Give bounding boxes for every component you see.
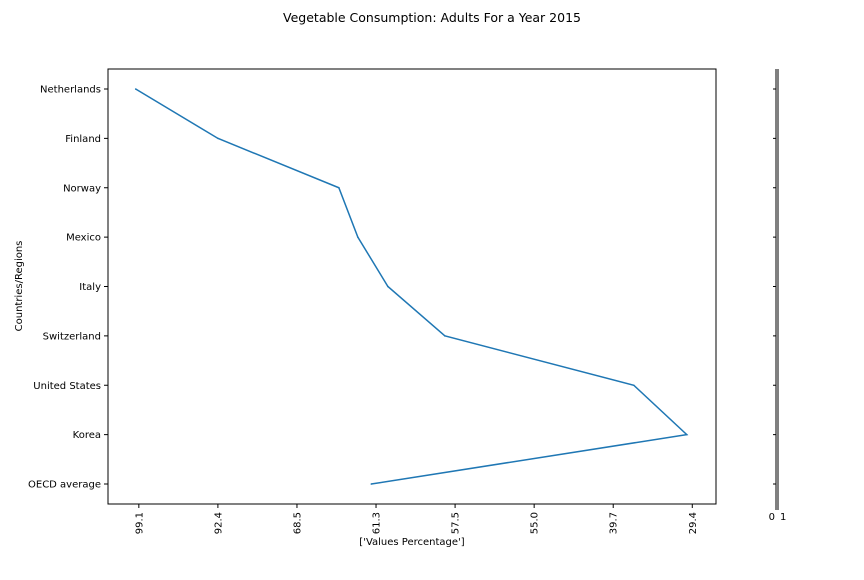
chart-title: Vegetable Consumption: Adults For a Year… [283,10,581,25]
plot-frame [107,68,717,505]
y-tick-label: Switzerland [43,331,101,342]
x-tick-label: 68.5 [292,512,303,534]
data-point [134,88,137,90]
data-point [685,433,688,436]
data-point [370,483,373,485]
y-tick-label: Norway [63,183,101,194]
x-tick-label: 57.5 [451,512,462,534]
x-tick-label: 55.0 [530,512,541,534]
y-tick-label: Korea [73,430,101,441]
x-tick-label: 61.3 [372,512,383,534]
data-point [632,384,635,387]
data-point [387,285,389,288]
secondary-tick-label-1: 1 [780,512,786,523]
secondary-tick-label-0: 0 [769,512,775,523]
y-tick-label: Italy [79,282,101,293]
y-axis-label: Countries/Regions [14,241,25,332]
x-tick-label: 92.4 [213,512,224,534]
y-tick-label: OECD average [28,480,101,491]
data-point [217,137,219,140]
y-tick-label: Finland [65,134,101,145]
y-tick-label: Mexico [66,233,101,244]
x-axis-label: ['Values Percentage'] [359,537,465,548]
x-tick-label: 39.7 [609,512,620,534]
x-tick-label: 99.1 [134,512,145,534]
y-tick-label: Netherlands [40,85,101,96]
y-tick-label: United States [33,381,101,392]
x-tick-label: 29.4 [688,512,699,534]
data-point [444,335,446,337]
data-point [357,236,359,238]
data-point [338,186,340,189]
series-line [135,88,689,485]
